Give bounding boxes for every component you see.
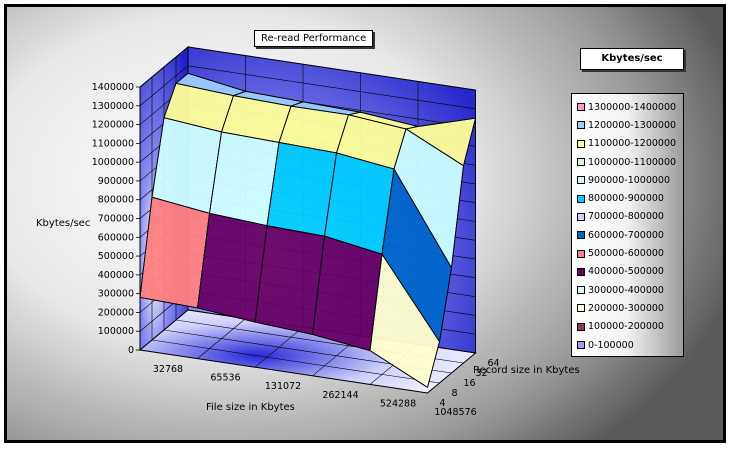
surface-cell bbox=[151, 117, 222, 214]
legend-item: 1200000-1300000 bbox=[577, 116, 679, 134]
legend-label: 600000-700000 bbox=[588, 229, 664, 241]
legend-label: 300000-400000 bbox=[588, 284, 664, 296]
legend-swatch bbox=[577, 103, 585, 112]
legend-item: 300000-400000 bbox=[577, 281, 679, 299]
z-tick-label: 900000 bbox=[98, 176, 134, 187]
surface-cell bbox=[312, 235, 383, 352]
z-tick-label: 800000 bbox=[98, 195, 134, 206]
z-tick-label: 200000 bbox=[98, 307, 134, 318]
legend-label: 100000-200000 bbox=[588, 321, 664, 333]
surface-cell bbox=[197, 212, 268, 323]
y-tick-label: 16 bbox=[464, 378, 476, 389]
y-tick-label: 4 bbox=[440, 398, 446, 409]
legend-label: 1100000-1200000 bbox=[588, 138, 677, 150]
legend-item: 700000-800000 bbox=[577, 208, 679, 226]
legend-item: 100000-200000 bbox=[577, 318, 679, 336]
legend-label: 400000-500000 bbox=[588, 266, 664, 278]
z-tick-label: 400000 bbox=[98, 270, 134, 281]
chart-plot: 0 100000 200000 300000 400000 500000 600000 700… bbox=[92, 45, 500, 418]
legend-item: 400000-500000 bbox=[577, 263, 679, 281]
legend-swatch bbox=[577, 194, 585, 203]
legend-swatch bbox=[577, 249, 585, 258]
legend-item: 1100000-1200000 bbox=[577, 135, 679, 153]
z-tick-label: 600000 bbox=[98, 232, 134, 243]
legend-item: 200000-300000 bbox=[577, 299, 679, 317]
legend-swatch bbox=[577, 304, 585, 313]
y-axis-label: Record size in Kbytes bbox=[473, 365, 580, 376]
mesh-line bbox=[427, 118, 476, 388]
z-tick-label: 500000 bbox=[98, 251, 134, 262]
z-tick-label: 1400000 bbox=[92, 82, 134, 93]
z-tick-label: 300000 bbox=[98, 289, 134, 300]
legend-item: 800000-900000 bbox=[577, 189, 679, 207]
x-tick-label: 32768 bbox=[153, 364, 183, 375]
mesh-line bbox=[139, 72, 189, 298]
legend-label: 900000-1000000 bbox=[588, 174, 671, 186]
legend-swatch bbox=[577, 212, 585, 221]
legend-label: 700000-800000 bbox=[588, 211, 664, 223]
legend-label: 1000000-1100000 bbox=[588, 156, 677, 168]
y-tick-label: 8 bbox=[452, 388, 458, 399]
gridline bbox=[139, 349, 428, 394]
z-tick-label: 1300000 bbox=[92, 101, 134, 112]
legend-item: 1000000-1100000 bbox=[577, 153, 679, 171]
z-tick-label: 0 bbox=[128, 345, 134, 356]
z-tick-label: 700000 bbox=[98, 214, 134, 225]
series-line bbox=[175, 82, 464, 167]
legend-label: 0-100000 bbox=[588, 339, 634, 351]
z-tick-label: 1200000 bbox=[92, 120, 134, 131]
mesh-line bbox=[369, 126, 419, 351]
legend-label: 500000-600000 bbox=[588, 248, 664, 260]
legend-swatch bbox=[577, 322, 585, 331]
mesh-line bbox=[197, 90, 246, 308]
series-line bbox=[187, 72, 476, 127]
mesh-line bbox=[312, 111, 361, 335]
legend-swatch bbox=[577, 121, 585, 130]
legend-item: 0-100000 bbox=[577, 336, 679, 354]
x-tick-label: 524288 bbox=[380, 398, 416, 409]
legend-title: Kbytes/sec bbox=[580, 48, 684, 70]
z-tick-label: 1100000 bbox=[92, 138, 134, 149]
legend-label: 1300000-1400000 bbox=[588, 101, 677, 113]
legend-swatch bbox=[577, 158, 585, 167]
x-tick-label: 131072 bbox=[265, 381, 301, 392]
legend-label: 1200000-1300000 bbox=[588, 119, 677, 131]
x-axis-label: File size in Kbytes bbox=[206, 402, 295, 413]
legend: 1300000-1400000 1200000-1300000 1100000-12… bbox=[571, 93, 684, 357]
y-tick-label: 64 bbox=[488, 358, 500, 369]
legend-swatch bbox=[577, 341, 585, 349]
x-tick-label: 262144 bbox=[322, 390, 358, 401]
legend-swatch bbox=[577, 267, 585, 276]
z-tick-label: 100000 bbox=[98, 326, 134, 337]
series-line bbox=[151, 196, 440, 342]
legend-item: 1300000-1400000 bbox=[577, 98, 679, 116]
gridline bbox=[151, 339, 440, 384]
legend-swatch bbox=[577, 139, 585, 148]
z-tick-label: 1000000 bbox=[92, 157, 134, 168]
chart-title: Re-read Performance bbox=[254, 30, 374, 47]
legend-item: 600000-700000 bbox=[577, 226, 679, 244]
chart-frame: 0 100000 200000 300000 400000 500000 600000 700… bbox=[4, 4, 726, 443]
legend-item: 900000-1000000 bbox=[577, 171, 679, 189]
legend-swatch bbox=[577, 286, 585, 295]
mesh-line bbox=[254, 101, 304, 323]
legend-label: 200000-300000 bbox=[588, 302, 664, 314]
legend-swatch bbox=[577, 231, 585, 240]
legend-item: 500000-600000 bbox=[577, 244, 679, 262]
series-line bbox=[139, 296, 428, 388]
legend-label: 800000-900000 bbox=[588, 193, 664, 205]
x-tick-label: 65536 bbox=[210, 373, 240, 384]
x-tick-label: 1048576 bbox=[434, 407, 476, 418]
y-tick-label: 32 bbox=[476, 368, 488, 379]
series-line bbox=[163, 117, 452, 269]
z-axis-label: Kbytes/sec bbox=[36, 218, 91, 229]
legend-swatch bbox=[577, 176, 585, 185]
